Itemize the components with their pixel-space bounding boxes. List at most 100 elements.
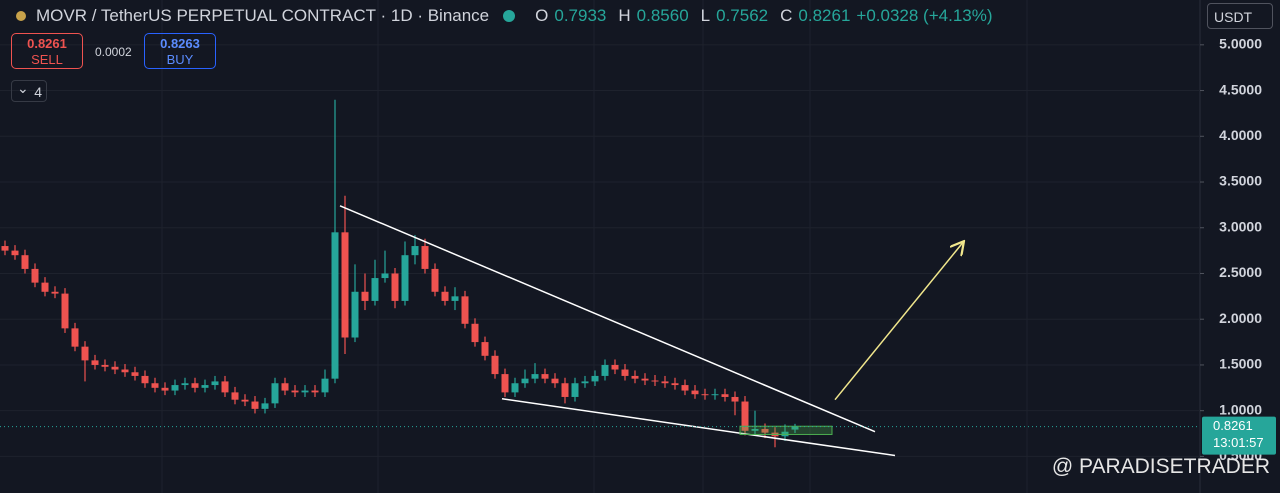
ohlc-key: O [535, 6, 549, 25]
candle-body [571, 383, 579, 397]
currency-select[interactable]: USDT [1207, 3, 1273, 29]
buy-label: BUY [166, 52, 194, 67]
indicators-toggle[interactable]: 4 [11, 77, 47, 102]
candle-body [491, 355, 499, 375]
candle-body [121, 369, 129, 373]
candle-body [351, 291, 359, 338]
candle-body [11, 250, 19, 256]
trend-line [339, 205, 876, 433]
candle-body [41, 282, 49, 292]
buy-button[interactable]: 0.8263 BUY [144, 33, 216, 69]
ohlc-value: 0.7562 [716, 6, 769, 25]
candle-body [101, 364, 109, 367]
candle-body [431, 268, 439, 292]
y-tick-label: 1.5000 [1219, 356, 1262, 372]
candle-body [651, 380, 659, 382]
trend-line [501, 398, 896, 457]
y-tick-label: 1.0000 [1219, 401, 1262, 417]
candle-body [231, 392, 239, 400]
candle-body [391, 273, 399, 301]
watermark: @ PARADISETRADER [1051, 455, 1270, 478]
ohlc-value: 0.8261 [798, 6, 851, 25]
y-tick-label: 5.0000 [1219, 36, 1262, 52]
candle-body [461, 296, 469, 324]
candle-body [511, 383, 519, 393]
countdown: 13:01:57 [1213, 435, 1264, 450]
candle-body [111, 366, 119, 370]
y-tick-label: 2.5000 [1219, 264, 1262, 280]
candle-body [601, 364, 609, 376]
candle-body [51, 291, 59, 294]
candle-body [621, 369, 629, 376]
candle-body [531, 374, 539, 379]
candle-body [131, 372, 139, 376]
candle-body [271, 383, 279, 404]
candle-body [261, 403, 269, 409]
candle-body [221, 381, 229, 393]
candle-body [591, 375, 599, 382]
candle-body [761, 428, 769, 433]
candle-body [411, 246, 419, 256]
candle-body [321, 378, 329, 393]
y-tick-label: 4.5000 [1219, 81, 1262, 97]
candle-body [701, 394, 709, 396]
candle-body [91, 360, 99, 365]
ohlc-key: L [700, 6, 711, 25]
candle-body [281, 383, 289, 391]
candle-body [311, 390, 319, 393]
candle-body [581, 381, 589, 384]
candle-body [481, 342, 489, 356]
candle-body [81, 346, 89, 361]
legend: MOVR / TetherUS PERPETUAL CONTRACT · 1D … [16, 6, 993, 26]
candle-body [451, 296, 459, 301]
candle-body [711, 394, 719, 396]
candle-body [191, 383, 199, 388]
candle-body [181, 383, 189, 386]
y-tick-label: 4.0000 [1219, 127, 1262, 143]
arrow [834, 242, 963, 401]
candle-body [551, 378, 559, 384]
candle-body [421, 246, 429, 269]
candle-body [541, 374, 549, 379]
ohlc-key: C [780, 6, 793, 25]
candle-body [691, 390, 699, 395]
candle-body [791, 426, 799, 430]
zone-box [739, 425, 833, 435]
candle-body [731, 396, 739, 402]
buy-price: 0.8263 [160, 36, 200, 51]
candle-body [631, 375, 639, 379]
price-tag-label: 0.8261 [1213, 418, 1253, 433]
candle-body [31, 268, 39, 283]
candle-body [1, 246, 9, 251]
candle-body [201, 385, 209, 388]
candle-body [251, 401, 259, 409]
live-dot [503, 10, 516, 22]
candle-body [681, 385, 689, 391]
candle-body [751, 428, 759, 431]
ohlc-key: H [618, 6, 631, 25]
sell-button[interactable]: 0.8261 SELL [11, 33, 83, 69]
candle-body [401, 255, 409, 301]
candle-body [331, 232, 339, 379]
candle-body [721, 394, 729, 397]
candle-body [241, 399, 249, 402]
sell-price: 0.8261 [27, 36, 67, 51]
y-tick-label: 3.0000 [1219, 218, 1262, 234]
candle-body [671, 383, 679, 386]
candle-body [21, 255, 29, 269]
candle-body [61, 293, 69, 329]
y-tick-label: 3.5000 [1219, 173, 1262, 189]
ohlc-value: 0.8560 [636, 6, 689, 25]
candle-body [291, 390, 299, 393]
y-tick-label: 2.0000 [1219, 310, 1262, 326]
candle-body [741, 401, 749, 431]
candle-body [171, 385, 179, 391]
ohlc-value: 0.7933 [554, 6, 607, 25]
candle-body [161, 387, 169, 391]
candle-body [441, 291, 449, 301]
sell-label: SELL [31, 52, 63, 67]
candle-body [521, 378, 529, 384]
candle-body [151, 383, 159, 388]
candle-body [341, 232, 349, 338]
